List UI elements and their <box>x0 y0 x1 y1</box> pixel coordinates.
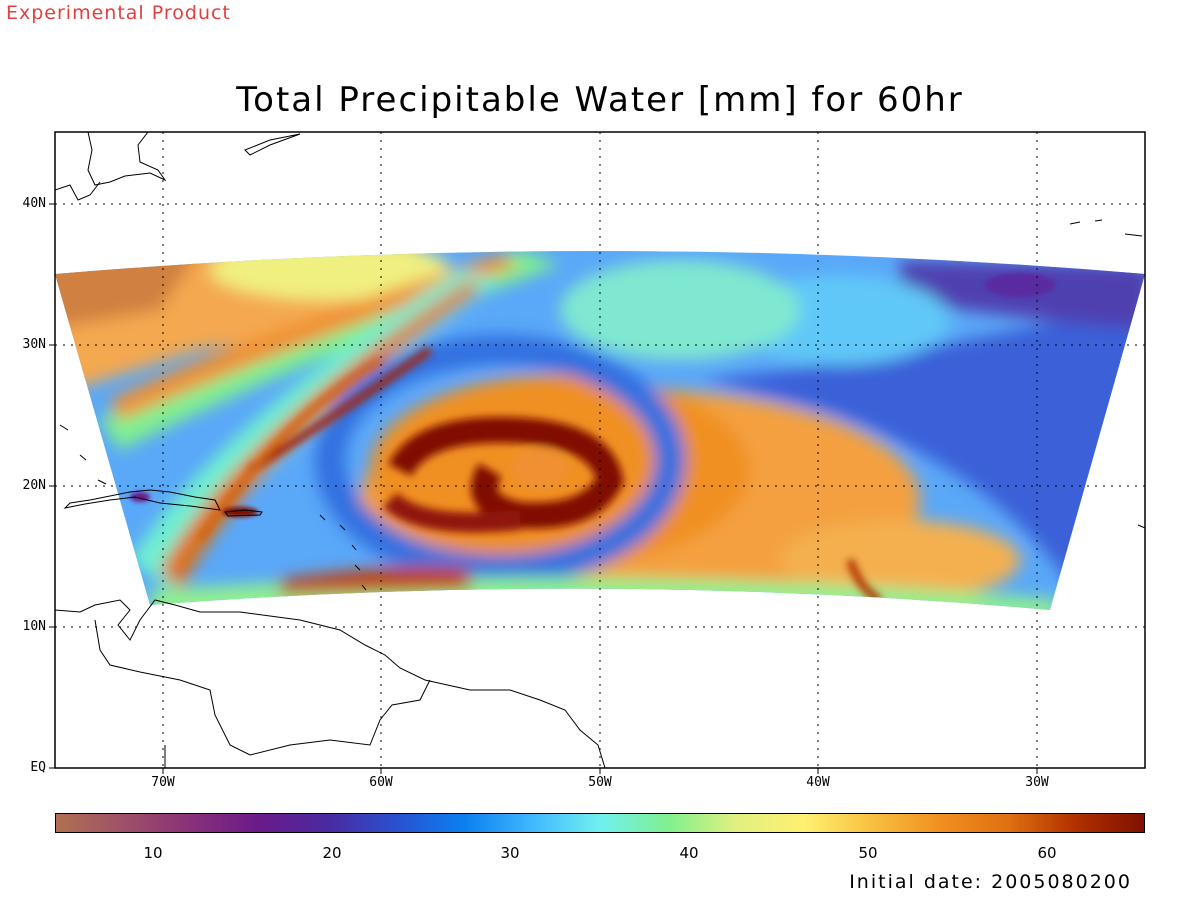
colorbar-tick-40: 40 <box>679 844 699 862</box>
lon-label-70w: 70W <box>151 775 175 790</box>
colorbar-tick-30: 30 <box>500 844 520 862</box>
lon-label-30w: 30W <box>1025 775 1049 790</box>
graticule <box>55 132 1145 768</box>
colorbar-tick-60: 60 <box>1037 844 1057 862</box>
lon-label-60w: 60W <box>369 775 393 790</box>
colorbar-tick-10: 10 <box>143 844 163 862</box>
initial-date: Initial date: 2005080200 <box>849 871 1132 893</box>
lat-label-30n: 30N <box>22 337 46 352</box>
experimental-banner: Experimental Product <box>6 2 231 24</box>
coastlines <box>55 132 1145 768</box>
lat-label-eq: EQ <box>30 760 46 775</box>
lat-label-40n: 40N <box>22 196 46 211</box>
lat-label-20n: 20N <box>22 478 46 493</box>
map-title: Total Precipitable Water [mm] for 60hr <box>236 80 964 120</box>
lat-label-10n: 10N <box>22 619 46 634</box>
colorbar-tick-50: 50 <box>858 844 878 862</box>
colorbar-tick-20: 20 <box>322 844 342 862</box>
colorbar <box>55 813 1145 833</box>
lon-label-50w: 50W <box>588 775 612 790</box>
lon-label-40w: 40W <box>806 775 830 790</box>
